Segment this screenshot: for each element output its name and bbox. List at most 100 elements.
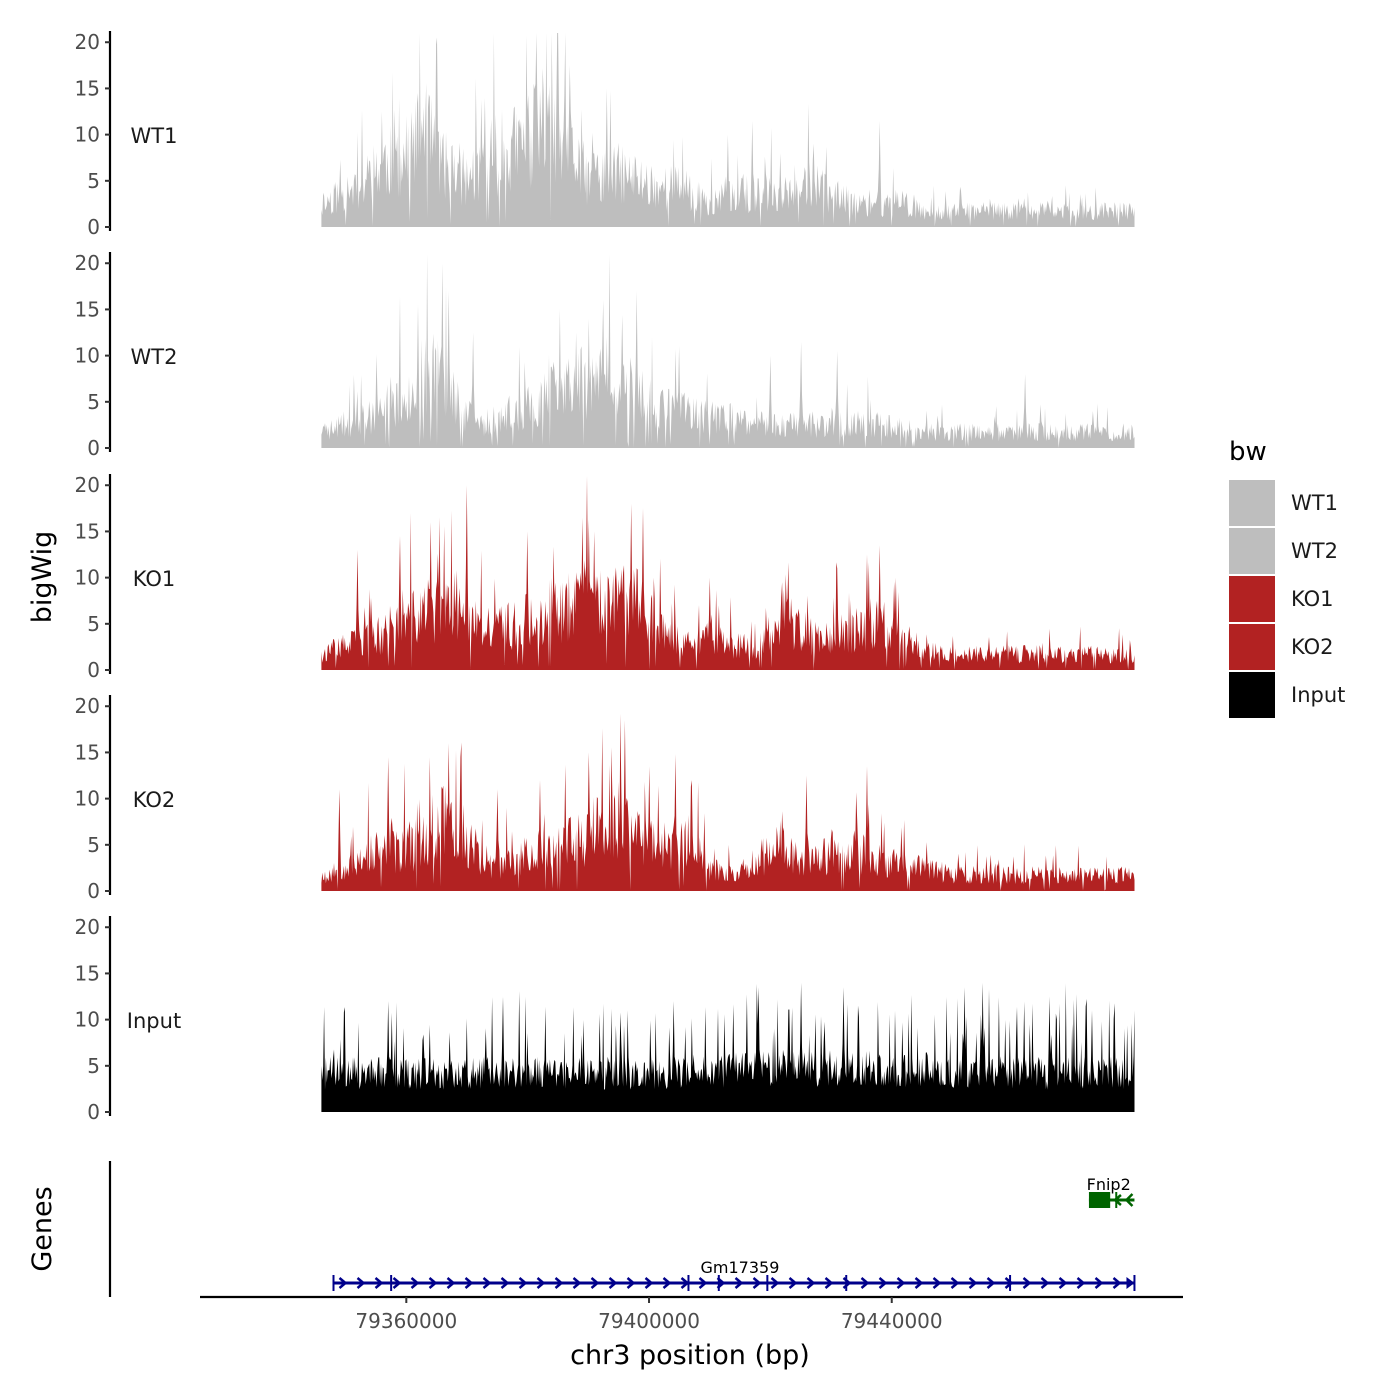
legend-key-wt2 xyxy=(1229,528,1275,574)
strand-arrow xyxy=(698,1277,708,1289)
strand-arrow xyxy=(536,1277,546,1289)
strand-arrow xyxy=(482,1277,492,1289)
strand-arrow xyxy=(392,1277,402,1289)
strand-arrow xyxy=(824,1277,834,1289)
track-label-ko2: KO2 xyxy=(133,788,176,812)
track-wt2: 0 5 10 15 20 WT2 xyxy=(75,251,1135,460)
signal-area-ko1 xyxy=(321,476,1135,670)
track-label-wt2: WT2 xyxy=(131,345,178,369)
strand-arrow xyxy=(1022,1277,1032,1289)
strand-arrow xyxy=(446,1277,456,1289)
x-tick-label: 79360000 xyxy=(355,1309,457,1333)
legend-title: bw xyxy=(1229,437,1267,467)
y-tick-label: 0 xyxy=(87,658,100,682)
y-tick-label: 20 xyxy=(75,473,100,497)
strand-arrow xyxy=(644,1277,654,1289)
strand-arrow xyxy=(788,1277,798,1289)
legend-label-wt1: WT1 xyxy=(1291,491,1338,515)
legend-label-wt2: WT2 xyxy=(1291,539,1338,563)
strand-arrow xyxy=(1004,1277,1014,1289)
y-tick-label: 5 xyxy=(87,169,100,193)
strand-arrow xyxy=(806,1277,816,1289)
gene-cds-block xyxy=(1088,1192,1111,1208)
strand-arrow xyxy=(554,1277,564,1289)
track-wt1: 0 5 10 15 20 WT1 xyxy=(75,30,1135,239)
x-axis-title: chr3 position (bp) xyxy=(570,1340,810,1371)
track-ko2: 0 5 10 15 20 KO2 xyxy=(75,694,1135,903)
strand-arrow xyxy=(734,1277,744,1289)
strand-arrow xyxy=(590,1277,600,1289)
track-input: 0 5 10 15 20 Input xyxy=(75,915,1135,1124)
strand-arrow xyxy=(500,1277,510,1289)
strand-arrow xyxy=(1094,1277,1104,1289)
genes-axis-title: Genes xyxy=(27,1186,58,1271)
strand-arrow xyxy=(770,1277,780,1289)
strand-arrow xyxy=(356,1277,366,1289)
y-tick-label: 20 xyxy=(75,694,100,718)
y-tick-label: 10 xyxy=(75,787,100,811)
legend-label-input: Input xyxy=(1291,683,1345,707)
y-tick-label: 0 xyxy=(87,879,100,903)
strand-arrow xyxy=(608,1277,618,1289)
y-tick-label: 10 xyxy=(75,344,100,368)
track-label-ko1: KO1 xyxy=(133,567,176,591)
tracks-layer: 0 5 10 15 20 WT1 0 5 10 15 20 WT2 0 5 10 15 20 KO1 0 5 10 15 2… xyxy=(75,30,1135,1124)
strand-arrow xyxy=(428,1277,438,1289)
signal-area-ko2 xyxy=(321,713,1135,891)
strand-arrow xyxy=(752,1277,762,1289)
strand-arrow xyxy=(1040,1277,1050,1289)
strand-arrow xyxy=(932,1277,942,1289)
y-tick-label: 15 xyxy=(75,76,100,100)
gene-gm17359: Gm17359 xyxy=(332,1258,1136,1291)
legend-label-ko1: KO1 xyxy=(1291,587,1334,611)
track-label-input: Input xyxy=(127,1009,181,1033)
strand-arrow xyxy=(374,1277,384,1289)
y-tick-label: 10 xyxy=(75,1008,100,1032)
strand-arrow xyxy=(986,1277,996,1289)
strand-arrow xyxy=(410,1277,420,1289)
y-tick-label: 15 xyxy=(75,961,100,985)
strand-arrow xyxy=(662,1277,672,1289)
strand-arrow xyxy=(1112,1277,1122,1289)
y-tick-label: 5 xyxy=(87,833,100,857)
y-tick-label: 20 xyxy=(75,251,100,275)
signal-area-wt2 xyxy=(321,254,1135,448)
gene-end-arrow xyxy=(1124,1193,1134,1207)
strand-arrow xyxy=(878,1277,888,1289)
legend: WT1 WT2 KO1 KO2 Input xyxy=(1229,480,1345,718)
strand-arrow xyxy=(1076,1277,1086,1289)
strand-arrow xyxy=(572,1277,582,1289)
x-tick-label: 79400000 xyxy=(598,1309,700,1333)
track-label-wt1: WT1 xyxy=(131,124,178,148)
y-tick-label: 0 xyxy=(87,436,100,460)
y-tick-label: 20 xyxy=(75,30,100,54)
y-tick-label: 10 xyxy=(75,566,100,590)
gene-label-gm17359: Gm17359 xyxy=(701,1258,780,1277)
y-tick-label: 10 xyxy=(75,123,100,147)
legend-label-ko2: KO2 xyxy=(1291,635,1334,659)
x-tick-label: 79440000 xyxy=(841,1309,943,1333)
strand-arrow xyxy=(860,1277,870,1289)
legend-key-ko1 xyxy=(1229,576,1275,622)
y-tick-label: 15 xyxy=(75,740,100,764)
y-tick-label: 0 xyxy=(87,1100,100,1124)
strand-arrow xyxy=(1058,1277,1068,1289)
strand-arrow xyxy=(968,1277,978,1289)
strand-arrow xyxy=(914,1277,924,1289)
track-ko1: 0 5 10 15 20 KO1 xyxy=(75,473,1135,682)
y-tick-label: 20 xyxy=(75,915,100,939)
genes-layer: Gm17359 Fnip2 xyxy=(108,1161,1136,1297)
y-tick-label: 15 xyxy=(75,519,100,543)
y-tick-label: 5 xyxy=(87,390,100,414)
y-tick-label: 15 xyxy=(75,297,100,321)
strand-arrow xyxy=(518,1277,528,1289)
y-axis-title: bigWig xyxy=(27,531,58,624)
y-tick-label: 5 xyxy=(87,612,100,636)
signal-area-input xyxy=(321,982,1135,1112)
strand-arrow xyxy=(896,1277,906,1289)
legend-key-wt1 xyxy=(1229,480,1275,526)
strand-arrow xyxy=(338,1277,348,1289)
strand-arrow xyxy=(950,1277,960,1289)
x-axis: 79360000 79400000 79440000 xyxy=(200,1295,1183,1333)
